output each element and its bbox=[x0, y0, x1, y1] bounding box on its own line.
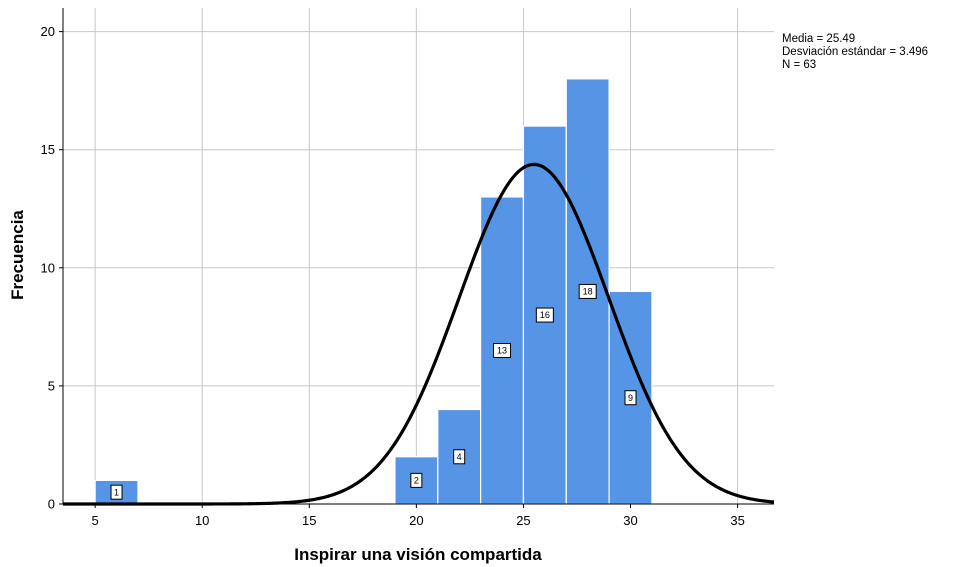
x-tick-label-1: 10 bbox=[195, 513, 209, 528]
y-tick-label-2: 10 bbox=[41, 260, 55, 275]
grid-lines bbox=[63, 8, 774, 504]
bar-label-3: 13 bbox=[497, 346, 507, 356]
stats-n: N = 63 bbox=[782, 59, 816, 71]
bar-label-box-5 bbox=[578, 283, 597, 299]
bar-label-6: 9 bbox=[628, 393, 633, 403]
histogram-bars bbox=[94, 78, 653, 505]
x-tick-label-4: 25 bbox=[516, 513, 530, 528]
bar-label-5: 18 bbox=[583, 287, 593, 297]
bar-label-1: 2 bbox=[414, 476, 419, 486]
bar-label-4: 16 bbox=[540, 310, 550, 320]
bar-label-box-1 bbox=[410, 472, 423, 488]
x-tick-label-5: 30 bbox=[623, 513, 637, 528]
bar-value-labels: 1 2 4 13 16 18 9 bbox=[110, 283, 637, 500]
x-tick-label-0: 5 bbox=[92, 513, 99, 528]
bar-label-box-3 bbox=[493, 342, 512, 358]
bar-label-2: 4 bbox=[457, 452, 462, 462]
y-tick-label-4: 20 bbox=[41, 24, 55, 39]
bar-label-box-4 bbox=[535, 307, 554, 323]
stats-std-dev: Desviación estándar = 3.496 bbox=[782, 46, 928, 58]
bar-label-0: 1 bbox=[114, 487, 119, 497]
y-tick-label-3: 15 bbox=[41, 142, 55, 157]
x-tick-label-3: 20 bbox=[409, 513, 423, 528]
statistics-legend: Media = 25.49 Desviación estándar = 3.49… bbox=[782, 33, 928, 71]
x-axis-title: Inspirar una visión compartida bbox=[294, 545, 542, 564]
normal-curve bbox=[63, 162, 775, 506]
axes: 5 10 15 20 25 30 35 0 5 10 15 20 bbox=[41, 8, 774, 528]
y-axis-title: Frecuencia bbox=[8, 210, 27, 300]
y-tick-label-1: 5 bbox=[48, 378, 55, 393]
bar-label-box-6 bbox=[624, 390, 637, 406]
bar-label-box-2 bbox=[453, 449, 466, 465]
y-tick-label-0: 0 bbox=[48, 497, 55, 512]
x-tick-label-2: 15 bbox=[302, 513, 316, 528]
bar-label-box-0 bbox=[110, 484, 123, 500]
normal-curve-layer bbox=[63, 162, 775, 506]
stats-mean: Media = 25.49 bbox=[782, 33, 855, 45]
x-tick-label-6: 35 bbox=[730, 513, 744, 528]
